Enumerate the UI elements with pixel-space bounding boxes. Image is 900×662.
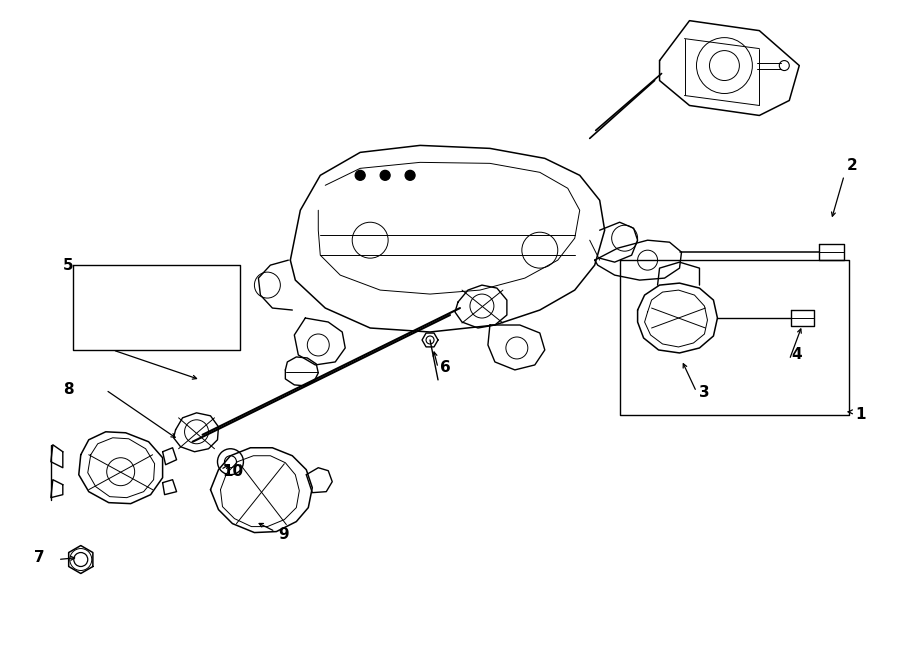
Text: 5: 5 [63, 258, 74, 273]
Text: 4: 4 [791, 348, 802, 363]
Text: 10: 10 [222, 464, 244, 479]
Circle shape [405, 170, 415, 180]
Text: 7: 7 [34, 550, 45, 565]
Text: 3: 3 [699, 385, 710, 401]
Text: 8: 8 [63, 383, 74, 397]
Text: 6: 6 [440, 360, 451, 375]
Circle shape [380, 170, 390, 180]
Text: 9: 9 [278, 527, 289, 542]
Text: 2: 2 [847, 158, 858, 173]
Text: 1: 1 [855, 407, 866, 422]
Circle shape [356, 170, 365, 180]
